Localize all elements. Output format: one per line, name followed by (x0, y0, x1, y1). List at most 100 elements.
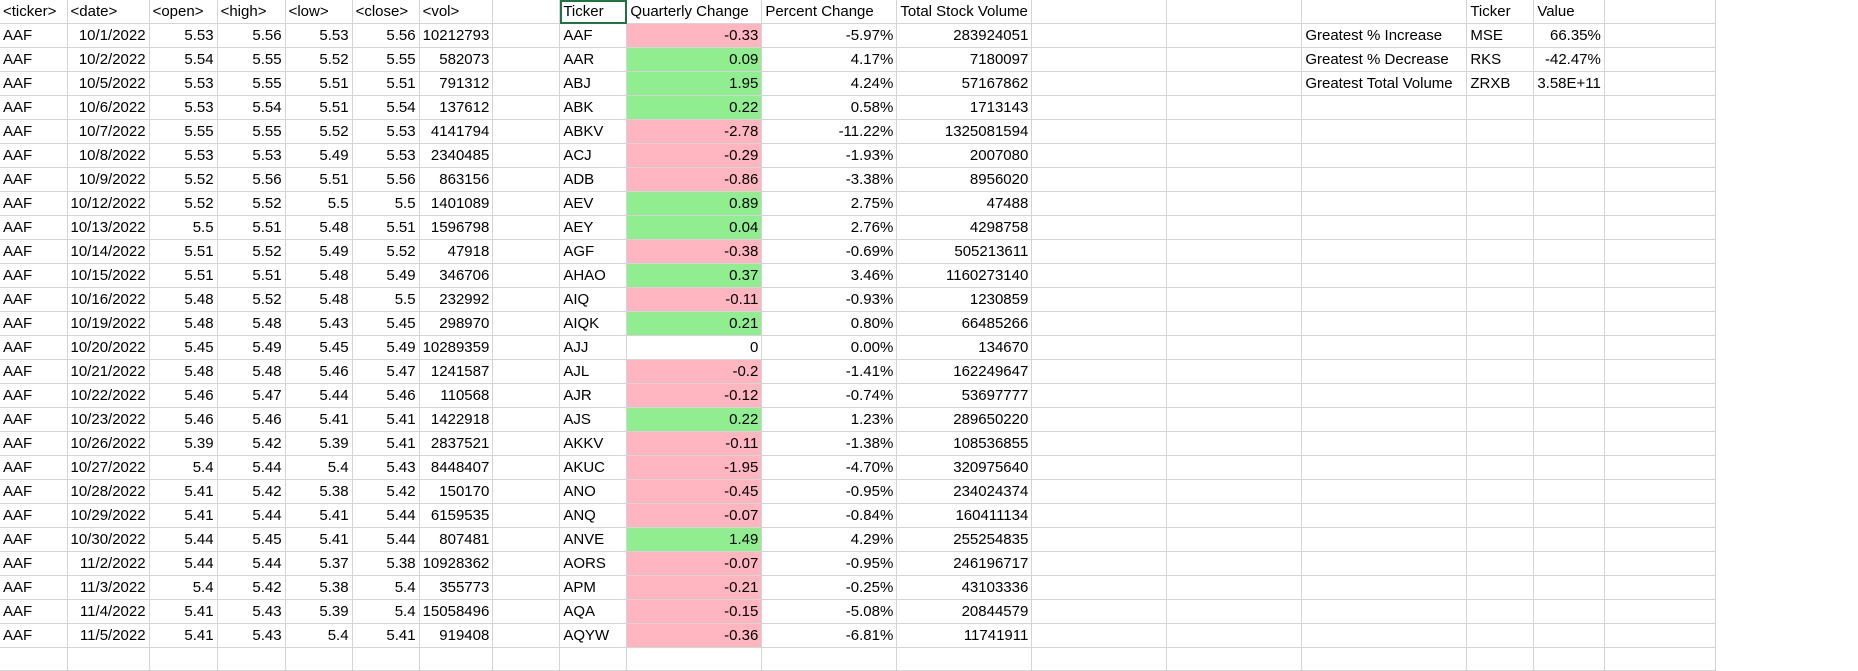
empty-cell[interactable] (1166, 623, 1303, 648)
summary-ticker-cell[interactable]: AIQK (559, 311, 628, 336)
empty-cell[interactable] (1166, 479, 1303, 504)
data-cell-ticker[interactable]: AAF (0, 311, 68, 336)
data-cell-ticker[interactable]: AAF (0, 551, 68, 576)
summary-ticker-cell[interactable]: APM (559, 575, 628, 600)
data-cell-high[interactable]: 5.43 (217, 623, 286, 648)
data-cell-open[interactable]: 5.45 (149, 335, 218, 360)
data-cell-open[interactable]: 5.53 (149, 95, 218, 120)
percent-change-cell[interactable]: 0.58% (761, 95, 898, 120)
empty-cell[interactable] (1466, 455, 1535, 480)
empty-cell[interactable] (149, 647, 218, 671)
percent-change-cell[interactable]: -0.95% (761, 479, 898, 504)
empty-cell[interactable] (1466, 479, 1535, 504)
empty-cell[interactable] (492, 599, 561, 624)
total-volume-cell[interactable]: 4298758 (896, 215, 1033, 240)
header-cell-high[interactable]: <high> (217, 0, 286, 24)
greatest-ticker-cell[interactable]: RKS (1466, 47, 1535, 72)
data-cell-ticker[interactable]: AAF (0, 335, 68, 360)
data-cell-low[interactable]: 5.48 (285, 287, 353, 312)
empty-cell[interactable] (1533, 575, 1605, 600)
data-cell-high[interactable]: 5.47 (217, 383, 286, 408)
data-cell-open[interactable]: 5.53 (149, 71, 218, 96)
empty-cell[interactable] (1031, 119, 1168, 144)
empty-cell[interactable] (1466, 239, 1535, 264)
empty-cell[interactable] (1031, 167, 1168, 192)
empty-cell[interactable] (1533, 95, 1605, 120)
data-cell-high[interactable]: 5.55 (217, 119, 286, 144)
empty-cell[interactable] (285, 647, 353, 671)
empty-cell[interactable] (492, 431, 561, 456)
data-cell-close[interactable]: 5.44 (352, 527, 420, 552)
empty-cell[interactable] (1166, 311, 1303, 336)
data-cell-close[interactable]: 5.41 (352, 431, 420, 456)
total-volume-cell[interactable]: 66485266 (896, 311, 1033, 336)
data-cell-open[interactable]: 5.53 (149, 143, 218, 168)
data-cell-low[interactable]: 5.38 (285, 479, 353, 504)
empty-cell[interactable] (1031, 191, 1168, 216)
data-cell-ticker[interactable]: AAF (0, 167, 68, 192)
data-cell-open[interactable]: 5.53 (149, 23, 218, 48)
empty-cell[interactable] (1301, 239, 1468, 264)
data-cell-high[interactable]: 5.42 (217, 431, 286, 456)
data-cell-close[interactable]: 5.41 (352, 623, 420, 648)
empty-cell[interactable] (492, 407, 561, 432)
data-cell-date[interactable]: 10/9/2022 (67, 167, 150, 192)
data-cell-open[interactable]: 5.44 (149, 551, 218, 576)
header-cell-ticker[interactable]: <ticker> (0, 0, 68, 24)
data-cell-vol[interactable]: 807481 (419, 527, 494, 552)
data-cell-vol[interactable]: 10928362 (419, 551, 494, 576)
data-cell-close[interactable]: 5.45 (352, 311, 420, 336)
summary-ticker-cell[interactable]: AIQ (559, 287, 628, 312)
data-cell-vol[interactable]: 8448407 (419, 455, 494, 480)
empty-cell[interactable] (1166, 23, 1303, 48)
data-cell-close[interactable]: 5.44 (352, 503, 420, 528)
empty-cell[interactable] (1301, 479, 1468, 504)
empty-cell[interactable] (1166, 95, 1303, 120)
data-cell-ticker[interactable]: AAF (0, 71, 68, 96)
data-cell-close[interactable]: 5.4 (352, 599, 420, 624)
empty-cell[interactable] (67, 647, 150, 671)
data-cell-high[interactable]: 5.49 (217, 335, 286, 360)
data-cell-high[interactable]: 5.55 (217, 47, 286, 72)
data-cell-close[interactable]: 5.56 (352, 167, 420, 192)
percent-change-cell[interactable]: -1.41% (761, 359, 898, 384)
header-cell-open[interactable]: <open> (149, 0, 218, 24)
data-cell-vol[interactable]: 582073 (419, 47, 494, 72)
empty-cell[interactable] (1466, 503, 1535, 528)
summary-ticker-cell[interactable]: AGF (559, 239, 628, 264)
data-cell-close[interactable]: 5.49 (352, 263, 420, 288)
quarterly-change-cell[interactable]: 0.21 (626, 311, 763, 336)
data-cell-low[interactable]: 5.41 (285, 527, 353, 552)
data-cell-date[interactable]: 10/13/2022 (67, 215, 150, 240)
data-cell-close[interactable]: 5.49 (352, 335, 420, 360)
empty-cell[interactable] (896, 647, 1033, 671)
data-cell-low[interactable]: 5.44 (285, 383, 353, 408)
empty-cell[interactable] (1166, 239, 1303, 264)
empty-cell[interactable] (1533, 143, 1605, 168)
data-cell-high[interactable]: 5.45 (217, 527, 286, 552)
empty-cell[interactable] (492, 311, 561, 336)
empty-cell[interactable] (1301, 383, 1468, 408)
empty-cell[interactable] (1031, 599, 1168, 624)
empty-cell[interactable] (1301, 455, 1468, 480)
data-cell-high[interactable]: 5.44 (217, 455, 286, 480)
data-cell-low[interactable]: 5.43 (285, 311, 353, 336)
quarterly-change-cell[interactable]: -0.07 (626, 503, 763, 528)
empty-cell[interactable] (1301, 119, 1468, 144)
empty-cell[interactable] (1533, 311, 1605, 336)
empty-cell[interactable] (492, 527, 561, 552)
quarterly-change-cell[interactable]: -0.2 (626, 359, 763, 384)
data-cell-date[interactable]: 10/6/2022 (67, 95, 150, 120)
data-cell-open[interactable]: 5.46 (149, 383, 218, 408)
data-cell-date[interactable]: 10/14/2022 (67, 239, 150, 264)
data-cell-low[interactable]: 5.37 (285, 551, 353, 576)
data-cell-open[interactable]: 5.44 (149, 527, 218, 552)
data-cell-close[interactable]: 5.38 (352, 551, 420, 576)
empty-cell[interactable] (1031, 431, 1168, 456)
data-cell-open[interactable]: 5.39 (149, 431, 218, 456)
summary-ticker-cell[interactable]: AJS (559, 407, 628, 432)
empty-cell[interactable] (1533, 167, 1605, 192)
empty-cell[interactable] (1166, 359, 1303, 384)
data-cell-close[interactable]: 5.56 (352, 23, 420, 48)
data-cell-vol[interactable]: 1401089 (419, 191, 494, 216)
